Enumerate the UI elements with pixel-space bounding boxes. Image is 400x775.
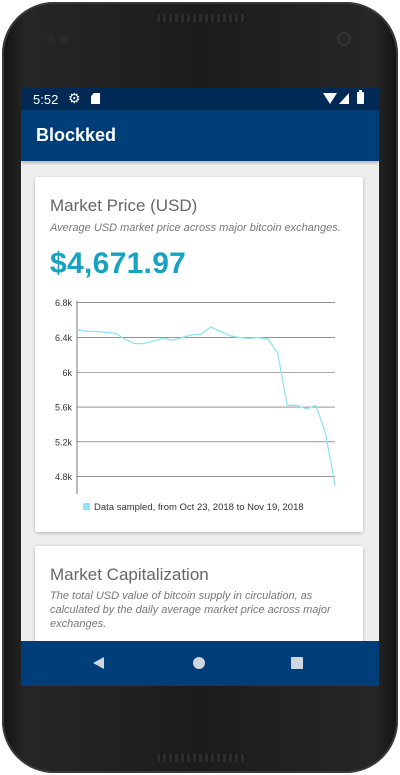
y-tick-label: 4.8k bbox=[55, 472, 73, 482]
legend-label: Data sampled, from Oct 23, 2018 to Nov 1… bbox=[94, 502, 304, 513]
legend-swatch bbox=[83, 503, 90, 510]
wifi-icon bbox=[323, 93, 337, 104]
content-scroll[interactable]: Market Price (USD) Average USD market pr… bbox=[21, 161, 379, 641]
chart-legend: Data sampled, from Oct 23, 2018 to Nov 1… bbox=[83, 502, 304, 513]
price-line-chart[interactable]: 4.8k 5.2k 5.6k 6k 6.4k 6.8k bbox=[35, 294, 363, 504]
device-screen: 5:52 ⚙ Blockked Market Price (USD) Avera… bbox=[21, 88, 379, 686]
bottom-speaker bbox=[157, 754, 247, 762]
sd-card-icon bbox=[91, 93, 100, 104]
app-title: Blockked bbox=[36, 125, 117, 145]
y-tick-label: 5.2k bbox=[55, 437, 73, 447]
signal-icon bbox=[339, 93, 349, 104]
card-description: The total USD value of bitcoin supply in… bbox=[50, 590, 331, 630]
home-icon[interactable] bbox=[193, 657, 205, 669]
gear-icon: ⚙ bbox=[68, 90, 81, 106]
app-bar: Blockked bbox=[21, 110, 379, 161]
card-title: Market Capitalization bbox=[50, 565, 209, 584]
y-tick-label: 5.6k bbox=[55, 403, 73, 413]
back-icon[interactable] bbox=[93, 657, 104, 669]
y-tick-label: 6k bbox=[62, 368, 72, 378]
light-sensor bbox=[60, 35, 68, 43]
recent-apps-icon[interactable] bbox=[291, 657, 303, 669]
y-tick-label: 6.4k bbox=[55, 333, 73, 343]
status-bar: 5:52 ⚙ bbox=[21, 88, 379, 110]
market-price-card[interactable]: Market Price (USD) Average USD market pr… bbox=[35, 177, 363, 532]
earpiece-speaker bbox=[157, 14, 247, 22]
market-cap-card[interactable]: Market Capitalization The total USD valu… bbox=[35, 546, 363, 641]
y-tick-label: 6.8k bbox=[55, 298, 73, 308]
card-description: Average USD market price across major bi… bbox=[50, 222, 341, 234]
price-series-line bbox=[76, 326, 336, 486]
proximity-sensor bbox=[47, 35, 55, 43]
navigation-bar bbox=[21, 641, 379, 686]
card-title: Market Price (USD) bbox=[50, 196, 198, 215]
front-camera bbox=[337, 32, 351, 46]
status-time: 5:52 bbox=[33, 92, 59, 107]
battery-icon bbox=[357, 90, 364, 104]
market-price-value: $4,671.97 bbox=[50, 247, 187, 280]
